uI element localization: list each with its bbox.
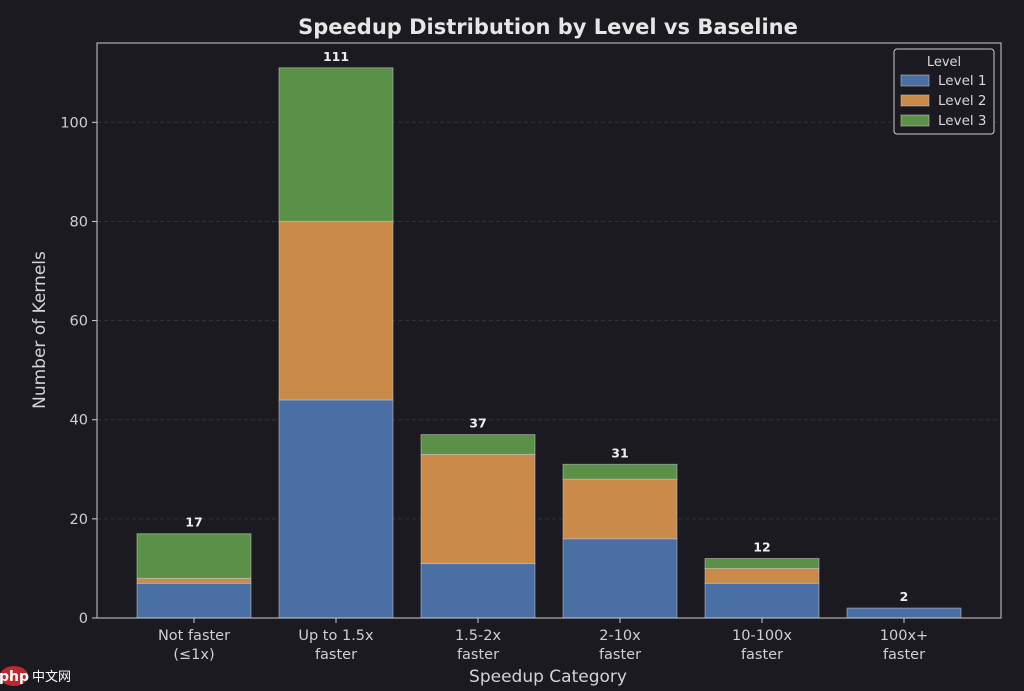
bar-level-3-0 [136, 533, 252, 579]
legend-swatch-2 [900, 94, 930, 107]
x-tick-label-line-0-1: (≤1x) [173, 647, 214, 663]
x-tick-label-line-5-1: faster [883, 647, 925, 663]
bar-level-3-3 [562, 463, 678, 480]
x-tick-label-line-5-0: 100x+ [880, 628, 928, 644]
axes-layer [92, 42, 1002, 623]
legend: Level Level 1 Level 2 Level 3 [893, 48, 995, 135]
bar-level-2-2 [420, 453, 536, 564]
legend-items: Level 1 Level 2 Level 3 [900, 73, 987, 129]
bar-total-label-4: 12 [753, 540, 770, 555]
bar-level-1-2 [420, 562, 536, 619]
bar-level-1-5 [846, 607, 962, 619]
x-tick-label-line-4-1: faster [741, 647, 783, 663]
bar-total-label-2: 37 [469, 416, 486, 431]
watermark-logo-badge [0, 666, 28, 686]
axes-frame [96, 42, 1002, 619]
legend-swatch-1 [900, 74, 930, 87]
legend-frame [893, 48, 995, 135]
watermark-site-text: 中文网 [32, 670, 71, 685]
watermark-logo-text: php [0, 669, 29, 685]
labels-layer: 0 20 40 60 80 100 Not faster (≤1x) Up to 1.5x fas… [60, 49, 928, 663]
legend-label-1: Level 1 [938, 73, 987, 89]
x-tick-label-line-2-0: 1.5-2x [455, 628, 502, 644]
bar-level-1-3 [562, 538, 678, 619]
watermark: php 中文网 [0, 666, 71, 686]
bar-level-2-0 [136, 577, 252, 584]
bar-level-2-1 [278, 220, 394, 401]
x-tick-label-line-1-1: faster [315, 647, 357, 663]
x-tick-label-3: 2-10x faster [599, 628, 641, 663]
bar-level-2-4 [704, 567, 820, 584]
bars-layer [136, 67, 962, 619]
y-tick-label-40: 40 [70, 413, 88, 429]
x-tick-label-5: 100x+ faster [880, 628, 928, 663]
x-tick-label-line-1-0: Up to 1.5x [298, 628, 374, 644]
bar-total-label-1: 111 [323, 49, 349, 64]
bar-total-label-0: 17 [185, 515, 202, 530]
chart-title: Speedup Distribution by Level vs Baselin… [298, 15, 798, 39]
bar-level-2-3 [562, 478, 678, 540]
x-tick-label-line-2-1: faster [457, 647, 499, 663]
x-tick-label-4: 10-100x faster [732, 628, 792, 663]
y-tick-label-60: 60 [70, 314, 88, 330]
bar-level-3-1 [278, 67, 394, 222]
bar-level-1-0 [136, 582, 252, 619]
legend-label-2: Level 2 [938, 93, 987, 109]
bar-level-3-2 [420, 434, 536, 455]
x-tick-label-line-3-0: 2-10x [599, 628, 641, 644]
x-tick-label-2: 1.5-2x faster [455, 628, 502, 663]
bar-level-1-4 [704, 582, 820, 619]
x-tick-label-line-0-0: Not faster [158, 628, 230, 644]
x-tick-label-1: Up to 1.5x faster [298, 628, 374, 663]
x-tick-label-0: Not faster (≤1x) [158, 628, 230, 663]
legend-label-3: Level 3 [938, 113, 987, 129]
x-axis-label: Speedup Category [469, 667, 627, 687]
x-tick-label-line-3-1: faster [599, 647, 641, 663]
y-tick-label-0: 0 [79, 611, 88, 627]
bar-level-1-1 [278, 399, 394, 619]
legend-title: Level [927, 55, 961, 70]
bar-total-label-3: 31 [611, 445, 628, 460]
y-axis-label: Number of Kernels [30, 251, 50, 409]
y-tick-label-80: 80 [70, 214, 88, 230]
legend-swatch-3 [900, 114, 930, 127]
bar-level-3-4 [704, 558, 820, 569]
y-tick-label-100: 100 [60, 115, 88, 131]
bar-total-label-5: 2 [900, 589, 909, 604]
x-tick-label-line-4-0: 10-100x [732, 628, 792, 644]
y-tick-label-20: 20 [70, 512, 88, 528]
